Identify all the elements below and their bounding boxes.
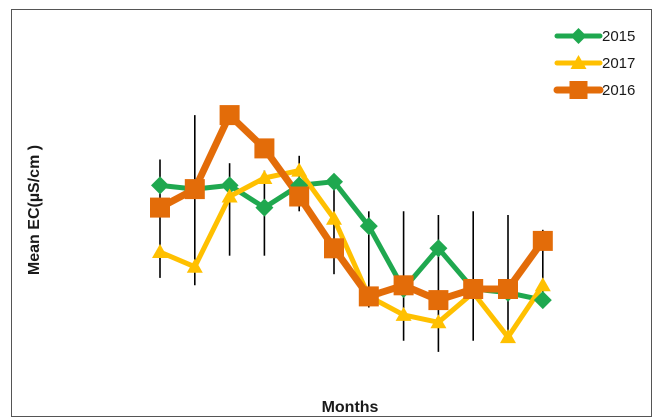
series-markers xyxy=(150,105,553,344)
error-bars xyxy=(159,115,544,352)
legend-label-2015: 2015 xyxy=(602,28,635,45)
data-point-2015 xyxy=(359,217,378,236)
legend: 2015 2017 2016 xyxy=(553,28,635,99)
series-lines xyxy=(156,111,547,340)
data-point-2016 xyxy=(184,179,205,200)
data-point-2015 xyxy=(429,239,448,258)
data-point-2017 xyxy=(430,314,447,329)
legend-label-2017: 2017 xyxy=(602,55,635,72)
data-point-2016 xyxy=(219,105,240,126)
x-axis-title: Months xyxy=(322,399,379,416)
series-line-2015 xyxy=(157,179,546,303)
data-point-2015 xyxy=(325,172,343,191)
data-point-2017 xyxy=(534,277,551,292)
legend-label-2016: 2016 xyxy=(602,82,635,99)
data-point-2015 xyxy=(533,291,552,310)
chart-svg: Mean EC(µS/cm ) Months 2015 2017 2016 xyxy=(26,28,635,416)
data-point-2017 xyxy=(291,162,308,177)
data-point-2016 xyxy=(254,138,275,159)
data-point-2017 xyxy=(152,244,168,258)
data-point-2016 xyxy=(393,275,414,296)
data-point-2017 xyxy=(186,258,203,273)
data-point-2016 xyxy=(498,279,518,299)
data-point-2016 xyxy=(324,238,344,259)
data-point-2015 xyxy=(151,176,169,195)
legend-marker-2017 xyxy=(570,55,587,69)
data-point-2015 xyxy=(255,198,274,217)
data-point-2017 xyxy=(500,329,516,344)
data-point-2016 xyxy=(358,286,379,307)
data-point-2017 xyxy=(395,306,412,321)
data-point-2017 xyxy=(326,210,342,225)
data-point-2016 xyxy=(150,197,170,218)
data-point-2016 xyxy=(532,230,553,251)
legend-marker-2016 xyxy=(569,81,588,99)
data-point-2016 xyxy=(463,279,484,299)
legend-marker-2015 xyxy=(570,28,587,44)
data-point-2015 xyxy=(220,176,239,195)
series-line-2017 xyxy=(157,168,546,340)
data-point-2017 xyxy=(256,170,273,184)
data-point-2016 xyxy=(289,186,310,207)
data-point-2017 xyxy=(221,188,238,203)
y-axis-title: Mean EC(µS/cm ) xyxy=(26,145,43,275)
data-point-2016 xyxy=(428,290,449,311)
chart-frame: Mean EC(µS/cm ) Months 2015 2017 2016 xyxy=(11,9,652,417)
